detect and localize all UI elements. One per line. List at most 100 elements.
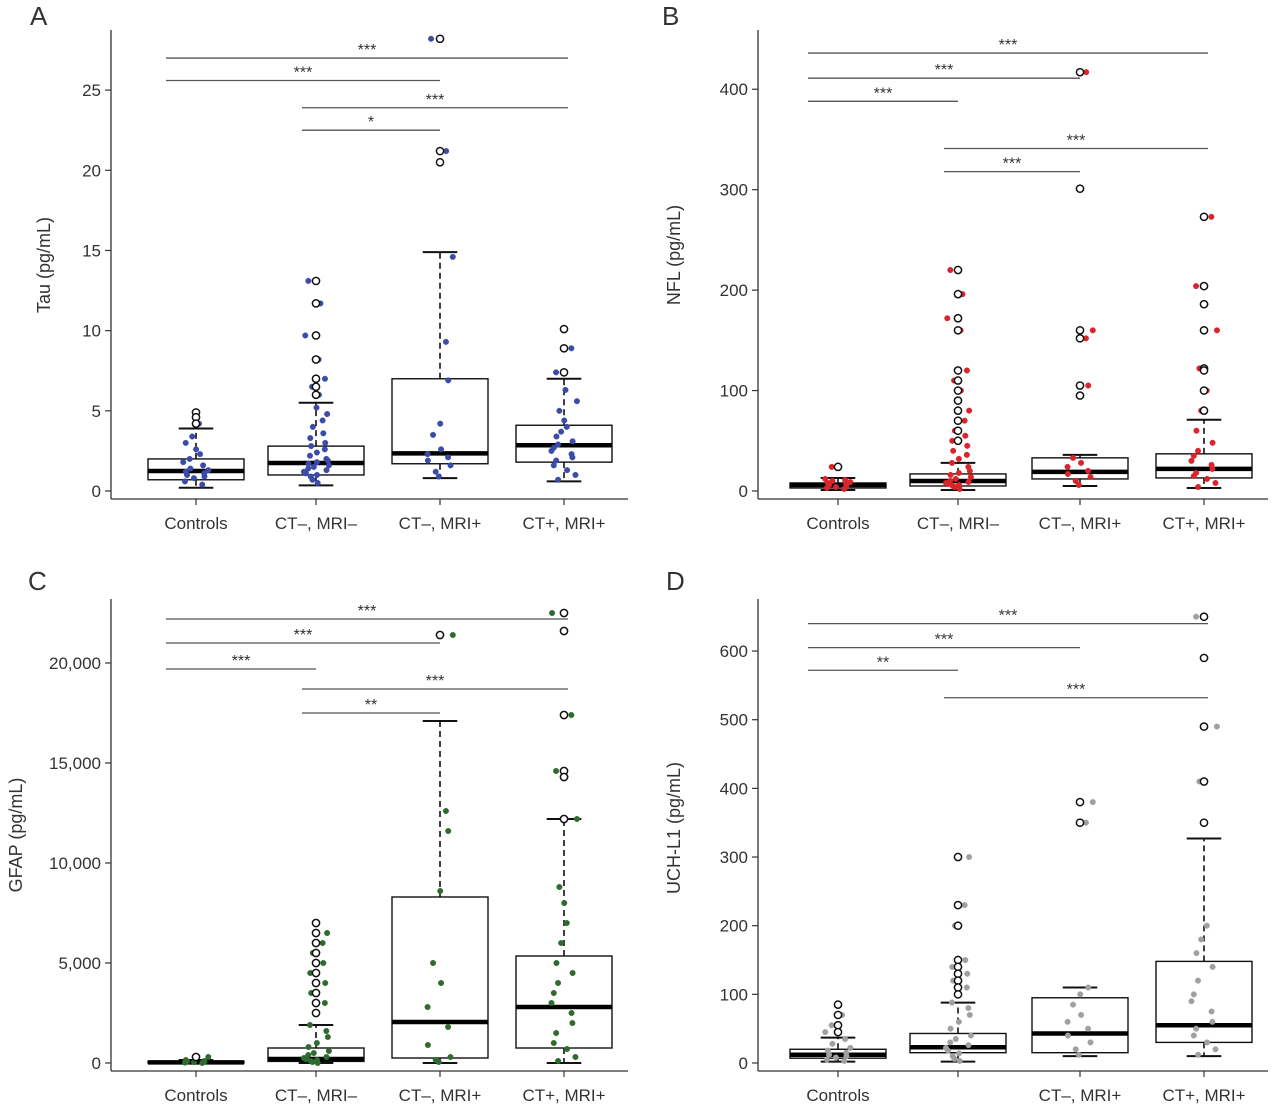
data-point [1213,327,1220,334]
outlier-point [1199,299,1209,309]
data-point [305,460,312,467]
significance-label: *** [294,627,313,644]
significance-label: *** [426,92,445,109]
x-tick-label: Controls [164,1086,227,1105]
data-point [1075,481,1082,488]
data-point [1193,1025,1200,1032]
data-point [1064,1018,1071,1025]
significance-label: *** [874,85,893,102]
data-point [323,1054,330,1061]
data-point [449,631,456,638]
data-point [961,417,968,424]
data-point [1070,454,1077,461]
y-tick-label: 100 [720,985,748,1004]
significance-label: *** [358,42,377,59]
data-point [966,407,973,414]
significance-label: ** [877,654,889,671]
data-point [1208,213,1215,220]
data-point [181,478,188,485]
chart-c-svg: C GFAP (pg/mL) 0 5,000 10,000 15,000 20,000 C… [6,566,628,1105]
data-point [319,940,326,947]
data-point [307,435,314,442]
data-point [1208,461,1215,468]
data-point [1193,283,1200,290]
outlier-point [311,988,321,998]
data-point [955,1018,962,1025]
data-point [313,449,320,456]
y-tick-label: 10,000 [49,854,101,873]
significance-label: *** [1067,682,1086,699]
data-point [965,1042,972,1049]
data-point [314,479,321,486]
outlier-point [1075,391,1085,400]
data-point [1085,467,1092,474]
data-point [550,444,557,451]
data-point [447,1054,454,1061]
data-point [829,1040,836,1047]
data-point [1075,1051,1082,1058]
y-tick-label: 20 [82,161,101,180]
chart-panel-c: C GFAP (pg/mL) 0 5,000 10,000 15,000 20,000 C… [0,563,640,1111]
chart-panel-b: B NFL (pg/mL) 0 100 200 300 400 Controls CT–, … [640,0,1280,548]
x-tick-label: CT+, MRI+ [522,1086,605,1105]
x-tick-label: CT–, MRI– [917,514,1000,533]
panel-letter-b: B [662,1,679,31]
outlier-point [1199,612,1209,622]
box-iqr [515,955,613,1049]
data-point [199,481,206,488]
y-tick-label: 0 [739,482,748,501]
data-point [1188,998,1195,1005]
outlier-point [1199,818,1209,828]
data-point [197,451,204,458]
data-point [1085,984,1092,991]
significance-label: ** [365,697,377,714]
data-point [949,1053,956,1060]
data-point [1209,963,1216,970]
outlier-point [311,382,321,392]
data-point [308,443,315,450]
data-point [1190,1032,1197,1039]
data-point [428,35,435,42]
data-point [965,478,972,485]
data-point [323,455,330,462]
data-point [1085,1025,1092,1032]
data-point [445,1024,452,1031]
data-point [1193,950,1200,957]
outlier-point [953,426,963,436]
x-tick-label: CT+, MRI+ [1162,514,1245,533]
y-tick-label: 300 [720,848,748,867]
data-point [944,315,951,322]
data-point [182,468,189,475]
data-point [1209,1018,1216,1025]
data-point [1204,1039,1211,1046]
data-point [573,398,580,405]
y-tick-label: 400 [720,80,748,99]
data-point [956,481,963,488]
significance-label: *** [232,653,251,670]
outlier-point [1199,212,1209,222]
data-point [201,470,208,477]
data-point [305,1052,312,1059]
outlier-point [953,406,963,415]
x-tick-label: Controls [806,514,869,533]
data-point [963,451,970,458]
x-tick-label: CT–, MRI+ [1039,514,1122,533]
data-point [553,960,560,967]
outlier-point [953,386,963,395]
data-point [548,1000,555,1007]
outlier-point [1199,777,1209,786]
data-point [556,407,563,414]
data-point [572,471,579,478]
outlier-point [1199,366,1209,375]
y-tick-label: 10 [82,322,101,341]
data-point [310,463,317,470]
outlier-point [953,900,963,910]
data-point [963,984,970,991]
outlier-point [311,948,321,958]
chart-a-svg: A Tau (pg/mL) 0 5 10 15 20 25 Controls CT–, MRI… [30,1,628,533]
x-tick-label: CT–, MRI+ [399,514,482,533]
data-point [437,420,444,427]
data-point [300,468,307,475]
outlier-point [311,374,321,384]
x-tick-label: Controls [806,1086,869,1105]
